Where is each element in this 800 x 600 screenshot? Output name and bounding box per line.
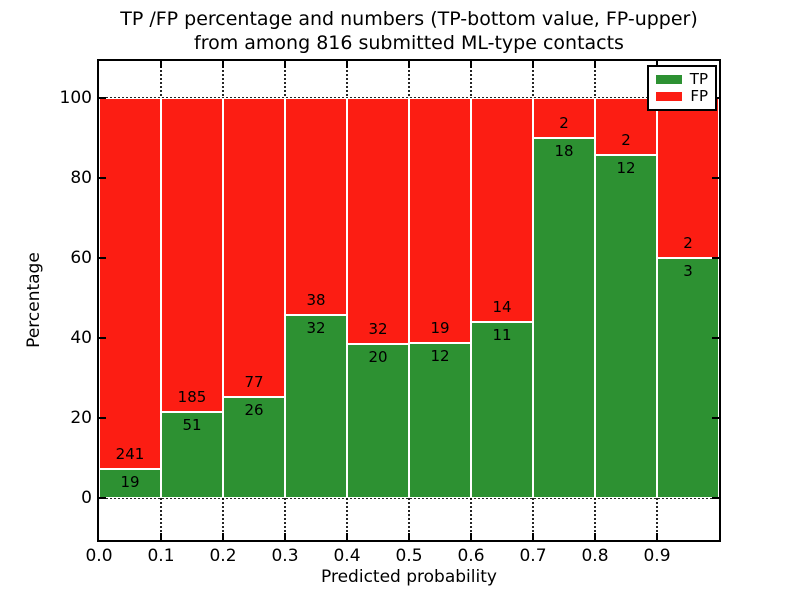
bar-segment-fp (347, 98, 409, 344)
tp-count-label: 11 (492, 326, 512, 344)
fp-count-label: 2 (559, 114, 569, 132)
y-tick-mark (99, 497, 106, 499)
tp-count-label: 12 (616, 159, 636, 177)
y-tick-label: 100 (59, 88, 92, 108)
y-tick-mark (99, 177, 106, 179)
fp-count-label: 2 (621, 131, 631, 149)
y-axis-label: Percentage (24, 252, 44, 348)
legend: TP FP (647, 65, 717, 111)
x-tick-mark (408, 533, 410, 540)
bar-segment-tp (595, 155, 657, 498)
x-tick-label: 0.5 (395, 546, 423, 566)
y-tick-mark (99, 257, 106, 259)
y-tick-mark (99, 417, 106, 419)
chart-title-line1: TP /FP percentage and numbers (TP-bottom… (120, 8, 698, 30)
x-tick-mark (160, 533, 162, 540)
legend-label: FP (690, 87, 708, 105)
x-tick-mark (594, 61, 596, 68)
bar-segment-fp (161, 98, 223, 412)
y-tick-label: 40 (70, 328, 92, 348)
y-tick-label: 60 (70, 248, 92, 268)
tp-count-label: 12 (430, 347, 450, 365)
bar-segment-tp (409, 343, 471, 498)
fp-count-label: 32 (368, 320, 388, 338)
legend-label: TP (689, 70, 708, 88)
tp-count-label: 26 (244, 401, 264, 419)
tp-swatch-icon (656, 75, 682, 84)
x-tick-mark (594, 533, 596, 540)
x-tick-mark (532, 61, 534, 68)
y-tick-mark (712, 497, 719, 499)
bar-segment-tp (161, 412, 223, 498)
x-tick-label: 0.6 (457, 546, 485, 566)
tp-count-label: 3 (683, 262, 693, 280)
fp-count-label: 2 (683, 234, 693, 252)
bar-segment-fp (99, 98, 161, 469)
chart-title-line2: from among 816 submitted ML-type contact… (194, 32, 624, 54)
x-tick-mark (656, 61, 658, 68)
bar-segment-fp (409, 98, 471, 343)
bar-segment-tp (99, 469, 161, 498)
x-tick-mark (408, 61, 410, 68)
legend-entry: TP (656, 71, 708, 88)
x-tick-mark (284, 533, 286, 540)
bar-segment-fp (223, 98, 285, 397)
h-gridline (99, 497, 719, 499)
y-tick-label: 0 (81, 488, 92, 508)
plot-area: TP FP 241 19 185 51 77 26 38 32 32 20 19 12 14 11 2 18 2 1… (97, 59, 721, 542)
bar-segment-fp (285, 98, 347, 315)
x-tick-label: 0.8 (581, 546, 609, 566)
x-tick-mark (284, 61, 286, 68)
tp-count-label: 18 (554, 142, 574, 160)
tp-count-label: 51 (182, 416, 202, 434)
x-tick-mark (470, 61, 472, 68)
x-axis-label: Predicted probability (321, 567, 497, 587)
bar-segment-tp (347, 344, 409, 498)
y-tick-mark (712, 417, 719, 419)
x-tick-mark (160, 61, 162, 68)
x-tick-label: 0.1 (147, 546, 175, 566)
x-tick-label: 0.7 (519, 546, 547, 566)
x-tick-label: 0.2 (209, 546, 237, 566)
y-tick-label: 20 (70, 408, 92, 428)
y-tick-label: 80 (70, 168, 92, 188)
y-tick-mark (712, 337, 719, 339)
bar-segment-fp (595, 98, 657, 155)
tp-count-label: 32 (306, 319, 326, 337)
fp-count-label: 241 (115, 445, 145, 463)
fp-swatch-icon (656, 92, 682, 101)
x-tick-mark (532, 533, 534, 540)
y-tick-mark (712, 257, 719, 259)
bar-segment-tp (533, 138, 595, 498)
x-tick-label: 0.4 (333, 546, 361, 566)
tp-count-label: 19 (120, 473, 140, 491)
bar-segment-tp (285, 315, 347, 498)
x-tick-label: 0.0 (85, 546, 113, 566)
x-tick-mark (656, 533, 658, 540)
bar-segment-fp (471, 98, 533, 322)
fp-count-label: 38 (306, 291, 326, 309)
bar-segment-tp (223, 397, 285, 498)
fp-count-label: 14 (492, 298, 512, 316)
fp-count-label: 77 (244, 373, 264, 391)
x-tick-mark (222, 61, 224, 68)
fp-count-label: 19 (430, 319, 450, 337)
tp-count-label: 20 (368, 348, 388, 366)
x-tick-mark (346, 61, 348, 68)
bar-segment-tp (471, 322, 533, 498)
y-tick-mark (99, 97, 106, 99)
fp-count-label: 185 (177, 388, 207, 406)
x-tick-mark (470, 533, 472, 540)
x-tick-mark (222, 533, 224, 540)
x-tick-mark (346, 533, 348, 540)
x-tick-label: 0.3 (271, 546, 299, 566)
y-tick-mark (99, 337, 106, 339)
x-tick-label: 0.9 (643, 546, 671, 566)
y-tick-mark (712, 177, 719, 179)
chart-title: TP /FP percentage and numbers (TP-bottom… (99, 7, 719, 55)
bar-segment-fp (533, 98, 595, 138)
bar-segment-tp (657, 258, 719, 498)
legend-entry: FP (656, 88, 708, 105)
